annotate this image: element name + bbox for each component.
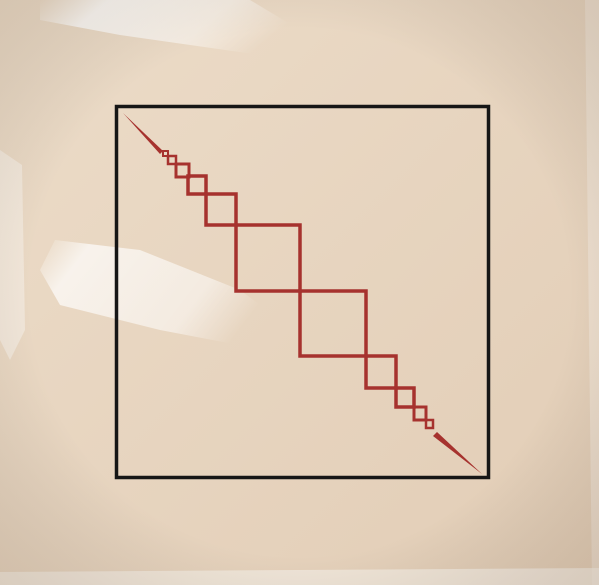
vignette: [0, 0, 599, 585]
sleeve-artwork: [0, 0, 599, 585]
record-sleeve-photo: [0, 0, 599, 585]
